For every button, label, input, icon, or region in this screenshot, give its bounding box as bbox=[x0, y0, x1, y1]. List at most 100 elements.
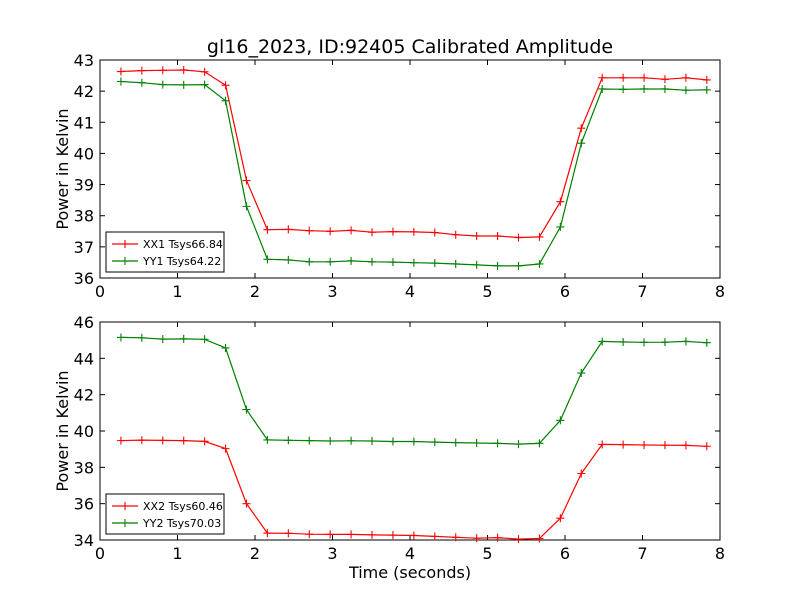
data-point bbox=[577, 139, 586, 148]
data-point bbox=[619, 440, 628, 449]
data-point bbox=[619, 85, 628, 94]
data-point bbox=[493, 533, 502, 542]
legend-box bbox=[105, 493, 225, 535]
data-point bbox=[702, 338, 711, 347]
data-point bbox=[137, 333, 146, 342]
y-tick-label: 38 bbox=[74, 207, 94, 226]
data-point bbox=[200, 335, 209, 344]
y-axis-label: Power in Kelvin bbox=[53, 108, 72, 229]
data-point bbox=[660, 441, 669, 450]
data-point bbox=[409, 227, 418, 236]
data-point bbox=[284, 436, 293, 445]
data-point bbox=[368, 257, 377, 266]
data-point bbox=[179, 334, 188, 343]
x-tick-label: 3 bbox=[327, 544, 337, 563]
data-point bbox=[493, 231, 502, 240]
data-point bbox=[640, 73, 649, 82]
data-point bbox=[179, 65, 188, 74]
data-point bbox=[409, 258, 418, 267]
legend-label: XX1 Tsys66.84 bbox=[143, 238, 223, 251]
legend-label: YY2 Tsys70.03 bbox=[142, 517, 221, 530]
data-point bbox=[535, 439, 544, 448]
data-point bbox=[263, 435, 272, 444]
data-point bbox=[221, 444, 230, 453]
data-point bbox=[221, 96, 230, 105]
legend-box bbox=[105, 231, 225, 273]
data-point bbox=[305, 226, 314, 235]
data-point bbox=[598, 440, 607, 449]
data-point bbox=[681, 441, 690, 450]
data-point bbox=[305, 530, 314, 539]
data-point bbox=[284, 529, 293, 538]
data-point bbox=[430, 532, 439, 541]
data-point bbox=[116, 77, 125, 86]
data-point bbox=[221, 81, 230, 90]
x-tick-label: 1 bbox=[172, 282, 182, 301]
y-tick-label: 39 bbox=[74, 176, 94, 195]
data-point bbox=[535, 259, 544, 268]
data-point bbox=[368, 228, 377, 237]
data-point bbox=[640, 338, 649, 347]
x-tick-label: 5 bbox=[482, 544, 492, 563]
y-tick-label: 46 bbox=[74, 313, 94, 332]
data-point bbox=[158, 66, 167, 75]
x-tick-label: 5 bbox=[482, 282, 492, 301]
data-point bbox=[598, 73, 607, 82]
data-point bbox=[305, 257, 314, 266]
data-point bbox=[179, 436, 188, 445]
x-axis-label: Time (seconds) bbox=[348, 563, 471, 582]
series-1 bbox=[116, 65, 711, 242]
data-point bbox=[388, 258, 397, 267]
data-point bbox=[200, 80, 209, 89]
data-point bbox=[577, 369, 586, 378]
y-tick-label: 40 bbox=[74, 422, 94, 441]
data-point bbox=[556, 197, 565, 206]
data-point bbox=[451, 230, 460, 239]
data-point bbox=[305, 436, 314, 445]
legend-marker bbox=[121, 502, 129, 510]
x-tick-label: 4 bbox=[405, 544, 415, 563]
data-point bbox=[681, 337, 690, 346]
data-point bbox=[263, 225, 272, 234]
data-point bbox=[158, 335, 167, 344]
x-tick-label: 2 bbox=[250, 544, 260, 563]
series-2 bbox=[116, 333, 711, 449]
data-point bbox=[451, 438, 460, 447]
data-point bbox=[472, 231, 481, 240]
y-tick-label: 41 bbox=[74, 113, 94, 132]
data-point bbox=[200, 67, 209, 76]
data-point bbox=[660, 75, 669, 84]
data-point bbox=[284, 225, 293, 234]
data-point bbox=[556, 416, 565, 425]
data-point bbox=[368, 530, 377, 539]
data-point bbox=[326, 257, 335, 266]
x-tick-label: 7 bbox=[637, 544, 647, 563]
data-point bbox=[200, 437, 209, 446]
data-point bbox=[556, 222, 565, 231]
data-point bbox=[116, 67, 125, 76]
data-point bbox=[116, 333, 125, 342]
y-tick-label: 34 bbox=[74, 531, 94, 550]
data-point bbox=[619, 73, 628, 82]
x-tick-label: 3 bbox=[327, 282, 337, 301]
data-point bbox=[577, 469, 586, 478]
data-point bbox=[577, 124, 586, 133]
data-point bbox=[242, 176, 251, 185]
data-point bbox=[137, 436, 146, 445]
y-tick-label: 36 bbox=[74, 495, 94, 514]
data-point bbox=[493, 261, 502, 270]
y-tick-label: 44 bbox=[74, 349, 94, 368]
data-point bbox=[702, 442, 711, 451]
data-point bbox=[451, 259, 460, 268]
x-tick-label: 1 bbox=[172, 544, 182, 563]
top-panel: 0 1 2 3 4 5 6 7 8 36 37 38 39 40 41 42 43 Power in Kelvin… bbox=[53, 51, 725, 301]
data-point bbox=[702, 75, 711, 84]
x-tick-label: 8 bbox=[715, 544, 725, 563]
data-point bbox=[221, 343, 230, 352]
series-2 bbox=[116, 77, 711, 270]
series-1 bbox=[116, 436, 711, 544]
y-tick-label: 43 bbox=[74, 51, 94, 70]
data-point bbox=[514, 535, 523, 544]
